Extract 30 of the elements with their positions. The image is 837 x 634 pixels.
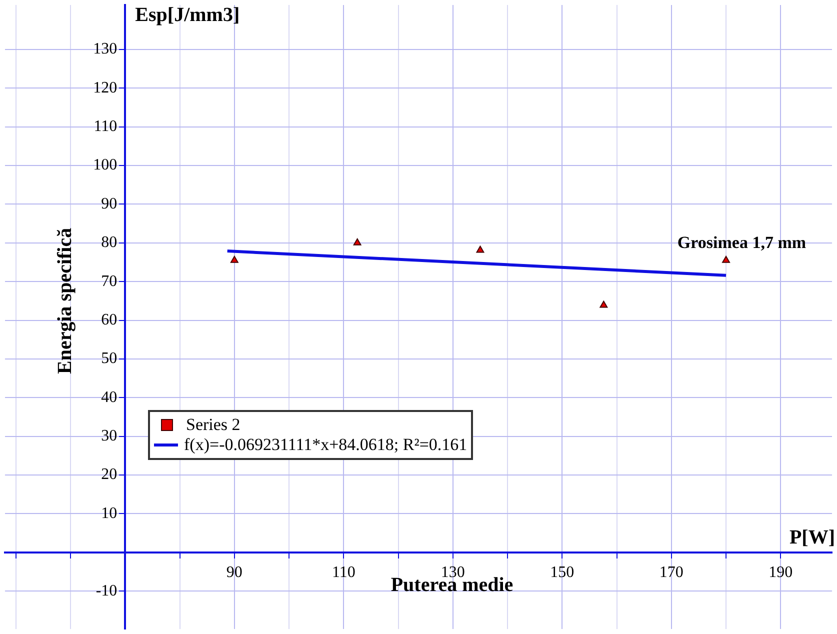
annotation: P[W] [789, 526, 835, 549]
y-tick-label: 10 [101, 504, 118, 522]
y-tick-label: 60 [101, 311, 118, 328]
annotation: Esp[J/mm3] [135, 4, 240, 26]
y-tick-label: 120 [93, 79, 118, 96]
point [353, 238, 362, 246]
x-tick-label: 150 [550, 564, 574, 582]
y-tick-label: 110 [94, 118, 118, 136]
annotation: Grosimea 1,7 mm [677, 233, 806, 252]
y-tick-label: 100 [93, 156, 118, 174]
x-tick-label: 170 [659, 564, 684, 582]
y-tick-label: 20 [101, 466, 118, 484]
y-axis-title: Energia specifică [54, 228, 76, 374]
x-tick-label: 190 [768, 564, 793, 582]
legend-label: Series 2 [186, 415, 240, 435]
point [600, 300, 608, 308]
y-tick-label: 40 [101, 388, 118, 406]
x-tick-label: 90 [226, 564, 242, 582]
x-tick-label: 110 [332, 564, 356, 582]
y-tick-label: 130 [93, 40, 118, 58]
point [722, 256, 730, 263]
y-tick-label: 30 [101, 428, 118, 445]
y-tick-label: 70 [101, 272, 118, 290]
y-tick-label: -10 [96, 582, 118, 600]
y-tick-label: 50 [101, 350, 118, 368]
legend-label: f(x)=-0.069231111*x+84.0618; R²=0.161 [184, 435, 468, 455]
y-tick-label: 80 [101, 234, 118, 252]
y-tick-label: 90 [101, 195, 118, 212]
point [230, 256, 238, 263]
point [476, 246, 484, 253]
